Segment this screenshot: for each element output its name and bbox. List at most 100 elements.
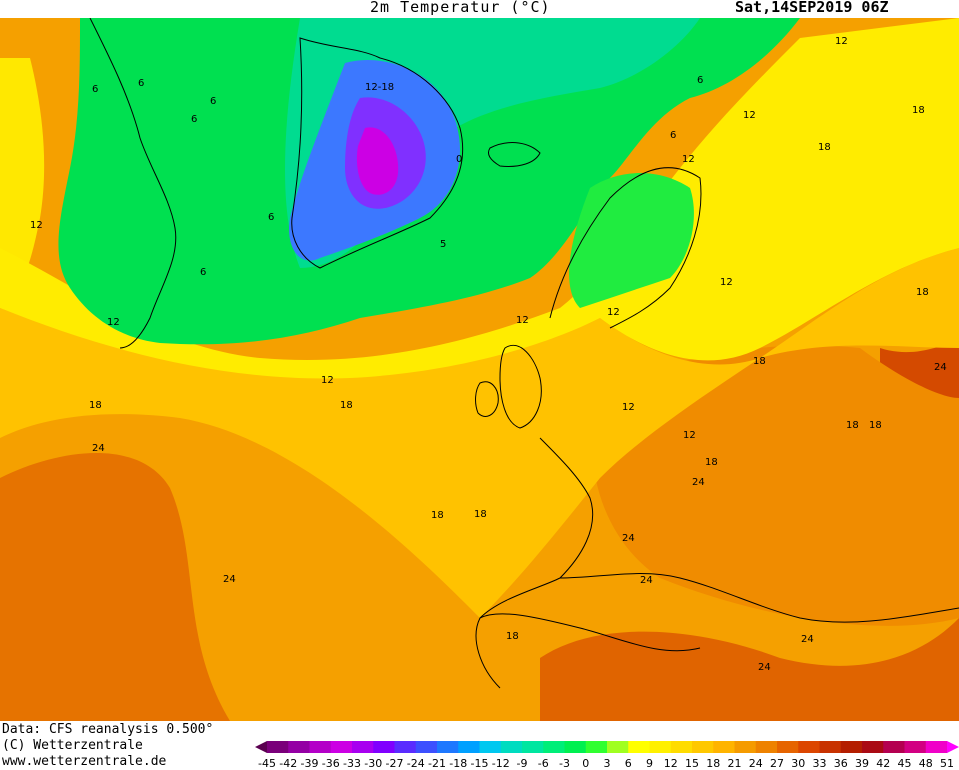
legend-tick-label: 36 [834, 757, 848, 770]
legend-arrow-low [255, 741, 267, 753]
contour-label: 0 [456, 154, 462, 165]
cool-zone-scandinavia [569, 173, 694, 308]
legend-tick-label: 51 [940, 757, 954, 770]
iceland-coast [487, 142, 541, 167]
legend-tick-label: 18 [706, 757, 720, 770]
africa-coast [479, 613, 701, 652]
contour-label: 6 [138, 78, 144, 89]
legend-swatch [734, 741, 757, 753]
legend-swatch [649, 741, 672, 753]
legend-tick-label: -18 [449, 757, 467, 770]
legend-tick-label: 15 [685, 757, 699, 770]
contour-label: 18 [818, 142, 831, 153]
legend-tick-label: 42 [876, 757, 890, 770]
contour-label: 12 [107, 317, 120, 328]
contour-label: 12 [30, 220, 43, 231]
legend-labels: -45 -42 -39 -36 -33 -30 -27 -24 -21 -18 -15 -12 -9 -6… [258, 757, 954, 770]
legend-tick-label: 24 [749, 757, 763, 770]
legend-tick-label: -15 [471, 757, 489, 770]
contour-label: 12 [682, 154, 695, 165]
legend-tick-label: 21 [728, 757, 742, 770]
contour-label: 24 [758, 662, 771, 673]
contour-label: 12 [516, 315, 529, 326]
legend-tick-label: -33 [343, 757, 361, 770]
legend-arrow-high [947, 741, 959, 753]
legend-swatch [373, 741, 395, 753]
legend-tick-label: 33 [813, 757, 827, 770]
ireland-coast [475, 381, 499, 417]
contour-label: 6 [210, 96, 216, 107]
legend-swatch [628, 741, 650, 753]
hot-zone-atlantic [0, 453, 230, 721]
legend-swatch [267, 741, 289, 753]
legend-swatch [883, 741, 905, 753]
legend-swatch [670, 741, 693, 753]
legend-tick-label: 45 [898, 757, 912, 770]
contour-label: 18 [753, 356, 766, 367]
contour-label: 5 [440, 239, 446, 250]
contour-label: 12 [622, 402, 635, 413]
contour-label: 18 [431, 510, 444, 521]
contour-label: 6 [268, 212, 274, 223]
hot-zone-sahara [540, 618, 959, 721]
contour-label: 6 [670, 130, 676, 141]
website: www.wetterzentrale.de [2, 754, 167, 769]
contour-label: 24 [223, 574, 236, 585]
europe-coast [475, 437, 594, 689]
contour-label: 18 [916, 287, 929, 298]
britain-coast [499, 345, 542, 429]
contour-label: 24 [934, 362, 947, 373]
temperature-map: 6 6 6 6 6 12-18 0 6 6 5 12 12 6 12 12 12… [0, 18, 959, 721]
contour-label: 24 [622, 533, 635, 544]
contour-label: 12 [607, 307, 620, 318]
band-12-atlantic [0, 18, 959, 379]
legend-tick-label: 0 [582, 757, 589, 770]
legend-swatch [904, 741, 927, 753]
contour-label: 6 [200, 267, 206, 278]
data-source: Data: CFS reanalysis 0.500° [2, 722, 214, 737]
legend-tick-label: -6 [538, 757, 549, 770]
contour-label: 18 [705, 457, 718, 468]
legend-tick-label: 12 [664, 757, 678, 770]
legend-swatch [692, 741, 714, 753]
legend-swatch [755, 741, 778, 753]
legend-swatch [394, 741, 417, 753]
legend-swatch [819, 741, 842, 753]
legend-tick-label: -9 [517, 757, 528, 770]
legend-swatch [713, 741, 735, 753]
valid-time: Sat,14SEP2019 06Z [735, 0, 889, 16]
contour-label: 18 [506, 631, 519, 642]
legend-tick-label: 6 [625, 757, 632, 770]
legend-swatch [437, 741, 459, 753]
scandinavia-coast [549, 167, 702, 329]
contour-label: 12-18 [365, 82, 394, 93]
legend-swatch [352, 741, 374, 753]
legend-swatch [500, 741, 523, 753]
contour-label: 24 [801, 634, 814, 645]
legend-tick-label: -27 [386, 757, 404, 770]
legend-swatch [543, 741, 565, 753]
contour-label: 18 [474, 509, 487, 520]
legend-swatch [840, 741, 863, 753]
legend-swatch [330, 741, 353, 753]
legend-swatch [522, 741, 544, 753]
legend-swatch [925, 741, 948, 753]
legend-tick-label: -30 [364, 757, 382, 770]
legend-swatch [607, 741, 629, 753]
warm-zone-europe [592, 345, 959, 626]
coastlines [89, 18, 959, 689]
contour-label: 12 [683, 430, 696, 441]
legend-tick-label: 27 [770, 757, 784, 770]
legend-tick-label: 30 [791, 757, 805, 770]
band-12 [0, 58, 45, 298]
contour-label: 18 [340, 400, 353, 411]
canada-coast [89, 18, 177, 349]
contour-label: 12 [835, 36, 848, 47]
legend-swatch [479, 741, 502, 753]
legend-swatch [585, 741, 608, 753]
legend-tick-label: -12 [492, 757, 510, 770]
legend-swatch [309, 741, 332, 753]
contour-label: 6 [191, 114, 197, 125]
legend-swatches [255, 741, 959, 753]
contour-label: 18 [89, 400, 102, 411]
